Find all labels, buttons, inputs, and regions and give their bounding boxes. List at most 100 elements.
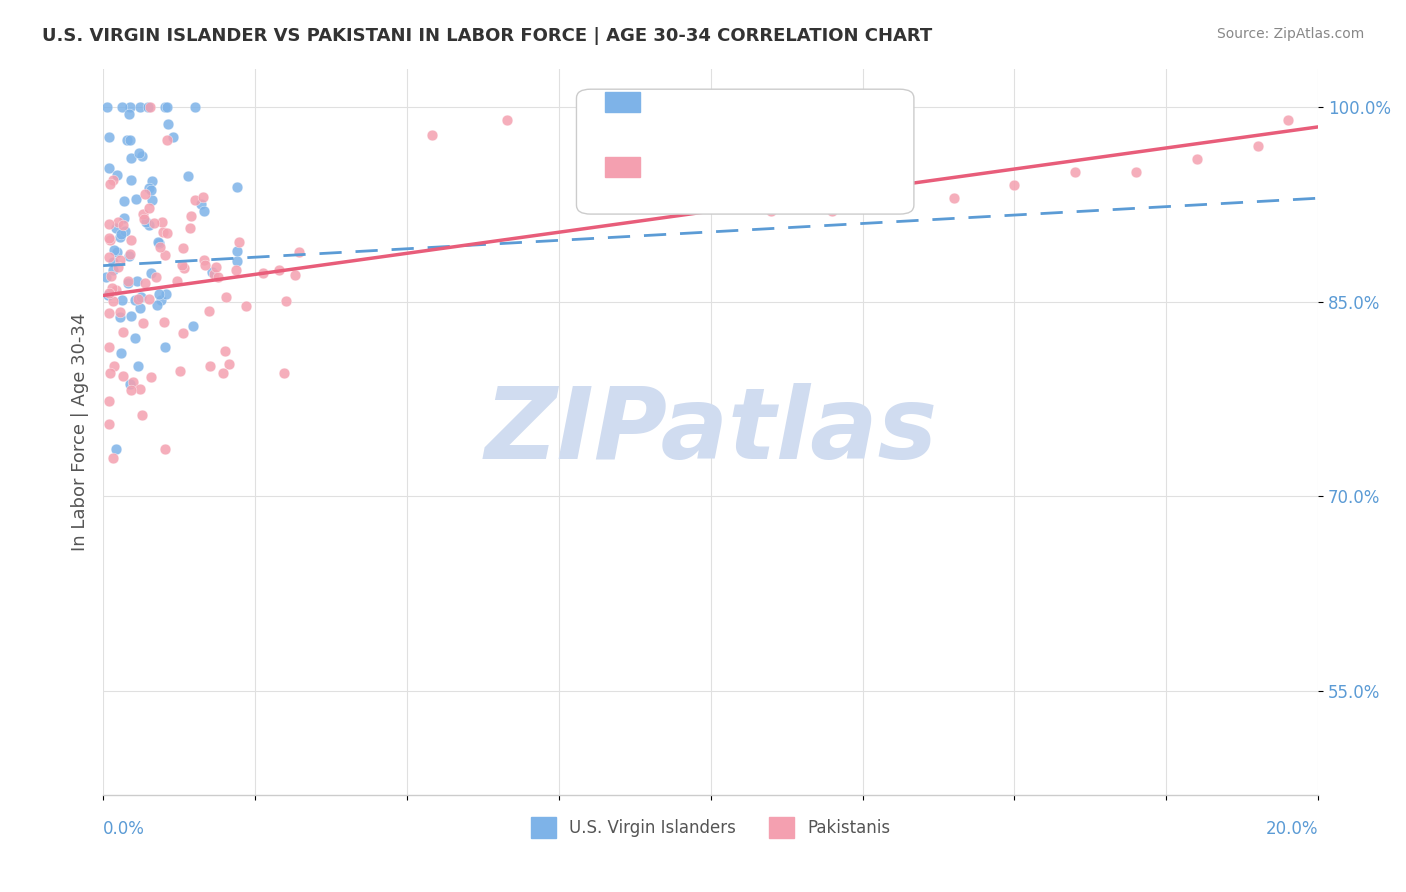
Y-axis label: In Labor Force | Age 30-34: In Labor Force | Age 30-34	[72, 312, 89, 550]
Point	[120, 172, 142, 186]
Point	[120, 233, 142, 247]
Point	[97, 287, 120, 301]
Point	[152, 226, 174, 240]
Point	[96, 100, 118, 114]
Point	[111, 100, 134, 114]
Point	[98, 177, 121, 191]
Point	[821, 204, 844, 219]
Point	[129, 301, 152, 315]
Point	[1125, 165, 1147, 179]
Point	[1064, 165, 1087, 179]
Point	[98, 417, 121, 431]
Point	[145, 270, 167, 285]
Point	[288, 244, 311, 259]
Point	[496, 113, 519, 128]
Point	[191, 190, 214, 204]
Point	[111, 368, 134, 383]
Point	[155, 286, 177, 301]
Point	[127, 292, 149, 306]
Point	[128, 145, 150, 160]
Point	[118, 249, 141, 263]
Point	[155, 248, 177, 262]
Point	[101, 294, 124, 309]
Point	[212, 366, 235, 380]
Point	[105, 168, 128, 182]
Point	[148, 287, 170, 301]
Point	[96, 270, 118, 285]
Point	[1246, 139, 1268, 153]
Point	[108, 252, 131, 267]
Point	[205, 260, 228, 274]
Point	[202, 267, 225, 281]
Point	[1004, 178, 1026, 193]
Point	[184, 193, 207, 207]
Point	[179, 220, 201, 235]
Point	[180, 209, 202, 223]
Point	[125, 274, 148, 288]
Point	[105, 245, 128, 260]
Point	[193, 253, 215, 268]
Point	[214, 343, 236, 358]
Point	[882, 191, 904, 205]
Point	[98, 286, 121, 301]
Point	[138, 181, 160, 195]
Point	[218, 357, 240, 371]
Point	[117, 133, 139, 147]
Point	[761, 204, 783, 219]
Point	[177, 169, 200, 183]
Point	[283, 268, 305, 283]
Point	[131, 290, 153, 304]
Point	[228, 235, 250, 249]
Text: 0.0%: 0.0%	[103, 820, 145, 838]
Point	[120, 133, 142, 147]
Point	[139, 266, 162, 280]
Point	[225, 262, 247, 277]
Point	[131, 316, 153, 330]
Point	[107, 260, 129, 275]
Text: R =  0.130   N = 94: R = 0.130 N = 94	[654, 158, 830, 176]
Point	[120, 309, 142, 323]
Point	[103, 243, 125, 257]
Point	[139, 100, 162, 114]
Text: R =  0.068   N = 69: R = 0.068 N = 69	[654, 93, 830, 111]
Point	[136, 100, 159, 114]
Point	[127, 359, 149, 373]
Point	[155, 340, 177, 354]
Point	[273, 367, 295, 381]
Point	[138, 219, 160, 233]
Point	[198, 359, 221, 373]
Text: 20.0%: 20.0%	[1265, 820, 1319, 838]
Point	[190, 197, 212, 211]
Point	[108, 305, 131, 319]
Point	[146, 297, 169, 311]
Point	[420, 128, 443, 142]
Point	[193, 204, 215, 219]
Point	[112, 211, 135, 225]
Point	[166, 274, 188, 288]
Point	[104, 442, 127, 456]
Point	[131, 149, 153, 163]
Point	[215, 290, 238, 304]
Point	[225, 244, 247, 259]
Point	[103, 359, 125, 373]
Point	[207, 269, 229, 284]
Point	[101, 255, 124, 269]
Point	[148, 236, 170, 251]
Point	[111, 218, 134, 232]
Point	[156, 226, 179, 240]
Point	[197, 304, 219, 318]
Point	[100, 366, 122, 380]
Point	[184, 100, 207, 114]
Point	[135, 215, 157, 229]
Point	[1185, 153, 1208, 167]
Point	[267, 263, 290, 277]
Point	[131, 409, 153, 423]
Point	[122, 375, 145, 389]
Point	[139, 370, 162, 384]
Point	[101, 263, 124, 277]
Point	[156, 132, 179, 146]
Point	[181, 319, 204, 334]
Point	[157, 117, 180, 131]
Point	[134, 186, 156, 201]
Point	[155, 442, 177, 457]
